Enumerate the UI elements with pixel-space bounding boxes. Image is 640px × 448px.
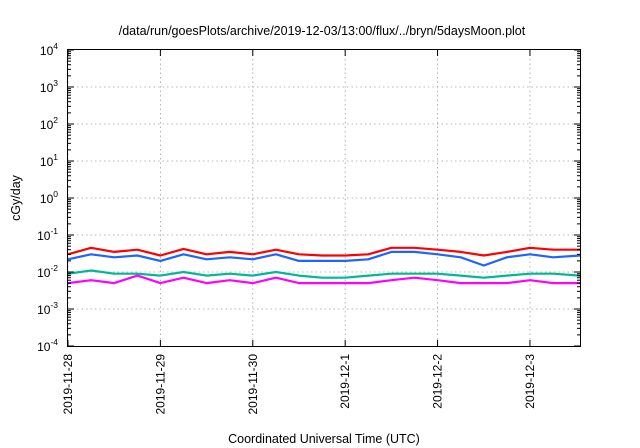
series-line-4: [67, 274, 580, 285]
y-tick-label: 10-3: [37, 300, 58, 317]
y-tick-label: 104: [40, 41, 58, 58]
x-tick-label: 2019-12-2: [431, 354, 445, 409]
y-tick-label: 102: [40, 115, 58, 132]
x-tick-label: 2019-12-1: [338, 354, 352, 409]
grid: [67, 50, 580, 346]
x-tick-label: 2019-11-28: [61, 354, 75, 415]
x-tick-label: 2019-11-29: [153, 354, 167, 415]
x-tick-label: 2019-12-3: [523, 354, 537, 409]
chart-title: /data/run/goesPlots/archive/2019-12-03/1…: [119, 24, 526, 38]
x-tick-label: 2019-11-30: [246, 354, 260, 415]
y-axis: 10-4 10-3 10-2 10-1 100 101 102 103 104: [37, 41, 580, 354]
x-axis-label: Coordinated Universal Time (UTC): [228, 432, 420, 446]
y-tick-label: 103: [40, 78, 58, 95]
y-tick-label: 10-2: [37, 263, 58, 280]
y-tick-label: 10-4: [37, 337, 58, 354]
plot-frame: [67, 49, 581, 347]
y-axis-label: cGy/day: [9, 174, 23, 221]
y-tick-label: 101: [40, 152, 58, 169]
series-line-3: [67, 269, 581, 279]
y-tick-label: 100: [40, 189, 58, 206]
series-line-2: [67, 250, 581, 267]
y-tick-label: 10-1: [37, 226, 58, 243]
series-line-1: [67, 246, 580, 257]
x-axis: 2019-11-28 2019-11-29 2019-11-30 2019-12-1 2…: [61, 50, 537, 415]
series-layer: [67, 246, 581, 285]
